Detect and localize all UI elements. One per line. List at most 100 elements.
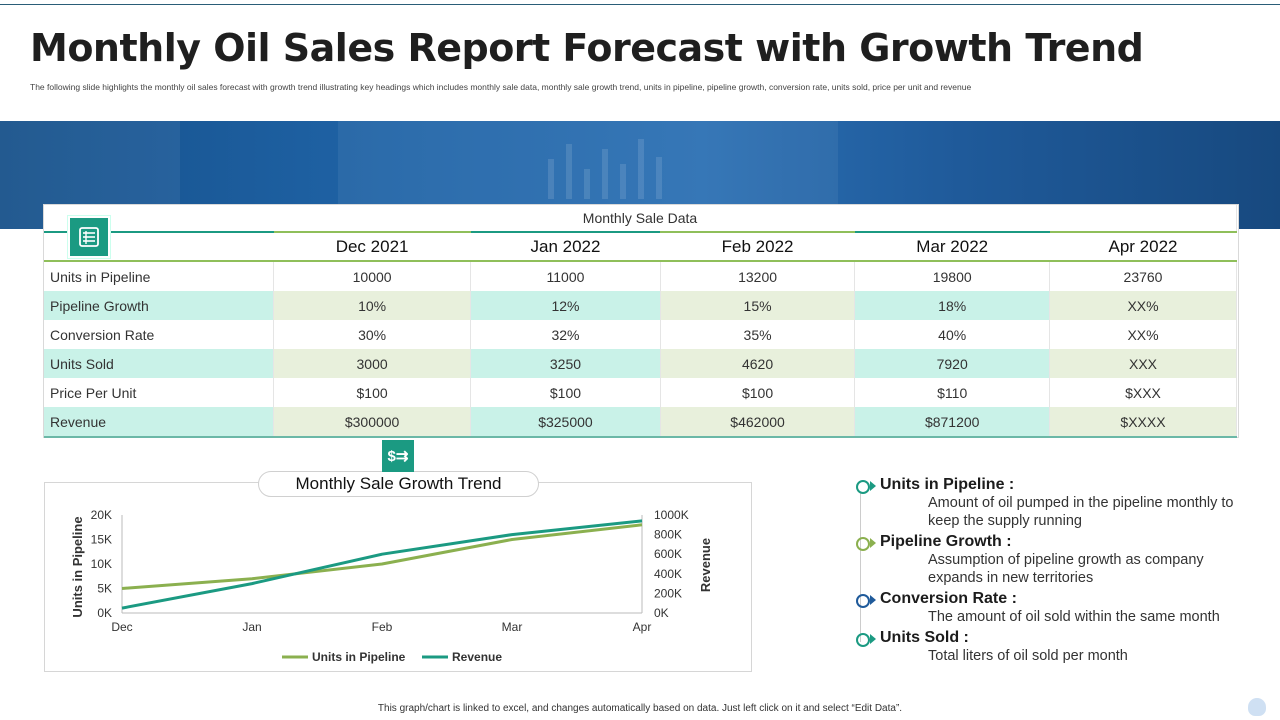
y2-tick-label: 1000K bbox=[654, 508, 689, 522]
table-row: Units Sold 3000 3250 4620 7920 XXX bbox=[44, 349, 1237, 378]
table-cell: $100 bbox=[273, 378, 472, 407]
table-cell: 40% bbox=[854, 320, 1050, 349]
note-description: Assumption of pipeline growth as company bbox=[928, 552, 1204, 568]
y2-tick-label: 200K bbox=[654, 586, 682, 600]
table-cell: $100 bbox=[660, 378, 856, 407]
target-bullet-icon bbox=[856, 480, 870, 494]
arrow-icon bbox=[870, 634, 876, 644]
table-row: Units in Pipeline 10000 11000 13200 1980… bbox=[44, 261, 1237, 291]
decor-bar bbox=[656, 157, 662, 199]
table-cell: $462000 bbox=[660, 407, 856, 438]
row-label: Conversion Rate bbox=[44, 320, 274, 349]
table-cell: 30% bbox=[273, 320, 472, 349]
note-item: Units Sold : Total liters of oil sold per… bbox=[854, 629, 1254, 665]
series-line-units-in-pipeline[interactable] bbox=[121, 523, 643, 590]
table-cell: 10000 bbox=[273, 261, 472, 291]
table-cell: 11000 bbox=[470, 261, 661, 291]
x-tick-label: Dec bbox=[111, 620, 132, 634]
column-header: Mar 2022 bbox=[854, 231, 1050, 262]
table-cell: XX% bbox=[1049, 320, 1237, 349]
note-description: Amount of oil pumped in the pipeline mon… bbox=[928, 495, 1234, 511]
table-cell: $110 bbox=[854, 378, 1050, 407]
chart-title: Monthly Sale Growth Trend bbox=[258, 471, 539, 497]
x-tick-label: Jan bbox=[242, 620, 261, 634]
x-tick-label: Apr bbox=[633, 620, 652, 634]
decor-bar bbox=[602, 149, 608, 199]
target-bullet-icon bbox=[856, 594, 870, 608]
table-cell: 4620 bbox=[660, 349, 856, 378]
legend-label: Revenue bbox=[452, 650, 502, 664]
table-header-row: Dec 2021 Jan 2022 Feb 2022 Mar 2022 Apr … bbox=[44, 231, 1237, 262]
table-cell: 15% bbox=[660, 291, 856, 320]
note-item: Pipeline Growth : Assumption of pipeline … bbox=[854, 533, 1254, 587]
table-cell: 3250 bbox=[470, 349, 661, 378]
table-caption: Monthly Sale Data bbox=[44, 205, 1237, 232]
row-label: Units Sold bbox=[44, 349, 274, 378]
note-item: Conversion Rate : The amount of oil sold … bbox=[854, 590, 1254, 626]
note-heading: Conversion Rate : bbox=[880, 590, 1017, 607]
y-axis-label: Units in Pipeline bbox=[70, 516, 85, 617]
top-divider bbox=[0, 4, 1280, 5]
x-tick-label: Feb bbox=[372, 620, 393, 634]
table-cell: 12% bbox=[470, 291, 661, 320]
note-heading: Pipeline Growth : bbox=[880, 533, 1012, 550]
table-cell: $325000 bbox=[470, 407, 661, 438]
table-cell: $100 bbox=[470, 378, 661, 407]
decor-bar bbox=[566, 144, 572, 199]
table-row: Pipeline Growth 10% 12% 15% 18% XX% bbox=[44, 291, 1237, 320]
y-tick-label: 20K bbox=[91, 508, 112, 522]
decor-bar bbox=[548, 159, 554, 199]
monthly-sale-data-table: Monthly Sale Data Dec 2021 Jan 2022 Feb … bbox=[44, 205, 1237, 438]
column-header: Dec 2021 bbox=[273, 231, 471, 262]
y2-tick-label: 400K bbox=[654, 567, 682, 581]
table-cell: 19800 bbox=[854, 261, 1050, 291]
y-tick-label: 10K bbox=[91, 557, 112, 571]
money-transfer-icon: $⇉ bbox=[382, 440, 414, 472]
table-row: Price Per Unit $100 $100 $100 $110 $XXX bbox=[44, 378, 1237, 407]
table-row: Conversion Rate 30% 32% 35% 40% XX% bbox=[44, 320, 1237, 349]
column-header: Apr 2022 bbox=[1049, 231, 1237, 262]
page-subtitle: The following slide highlights the month… bbox=[30, 82, 972, 92]
note-item: Units in Pipeline : Amount of oil pumped … bbox=[854, 476, 1254, 530]
y2-tick-label: 0K bbox=[654, 606, 669, 620]
decor-bar bbox=[584, 169, 590, 199]
legend-label: Units in Pipeline bbox=[312, 650, 406, 664]
table-cell: 32% bbox=[470, 320, 661, 349]
note-description: Total liters of oil sold per month bbox=[928, 648, 1128, 664]
column-header: Jan 2022 bbox=[470, 231, 661, 262]
row-label: Revenue bbox=[44, 407, 274, 438]
table-cell: 3000 bbox=[273, 349, 472, 378]
arrow-icon bbox=[870, 481, 876, 491]
y2-axis-label: Revenue bbox=[698, 538, 713, 592]
column-header: Feb 2022 bbox=[660, 231, 855, 262]
arrow-icon bbox=[870, 595, 876, 605]
y-tick-label: 5K bbox=[97, 582, 112, 596]
row-label: Pipeline Growth bbox=[44, 291, 274, 320]
money-bag-icon bbox=[1248, 698, 1266, 716]
decor-bar bbox=[620, 164, 626, 199]
notes-connector-line bbox=[860, 492, 861, 642]
row-label: Units in Pipeline bbox=[44, 261, 274, 291]
spreadsheet-icon-glyph bbox=[79, 227, 99, 247]
chart-card bbox=[44, 482, 752, 672]
spreadsheet-icon bbox=[68, 216, 110, 258]
table-cell: $300000 bbox=[273, 407, 472, 438]
note-heading: Units in Pipeline : bbox=[880, 476, 1015, 493]
table-cell: 10% bbox=[273, 291, 472, 320]
note-description: The amount of oil sold within the same m… bbox=[928, 609, 1220, 625]
row-label: Price Per Unit bbox=[44, 378, 274, 407]
growth-trend-chart[interactable]: 0K 5K 10K 15K 20K 0K 200K 400K 600K 800K 1000K Dec J… bbox=[44, 482, 752, 672]
y2-tick-label: 600K bbox=[654, 547, 682, 561]
y2-tick-label: 800K bbox=[654, 528, 682, 542]
table-cell: 13200 bbox=[660, 261, 856, 291]
x-tick-label: Mar bbox=[502, 620, 523, 634]
table-cell: 23760 bbox=[1049, 261, 1237, 291]
series-line-revenue[interactable] bbox=[121, 519, 643, 610]
decor-bar bbox=[638, 139, 644, 199]
y-tick-label: 0K bbox=[97, 606, 112, 620]
table-cell: 35% bbox=[660, 320, 856, 349]
table-cell: 18% bbox=[854, 291, 1050, 320]
table-cell: $XXX bbox=[1049, 378, 1237, 407]
table-cell: $871200 bbox=[854, 407, 1050, 438]
y-tick-label: 15K bbox=[91, 533, 112, 547]
